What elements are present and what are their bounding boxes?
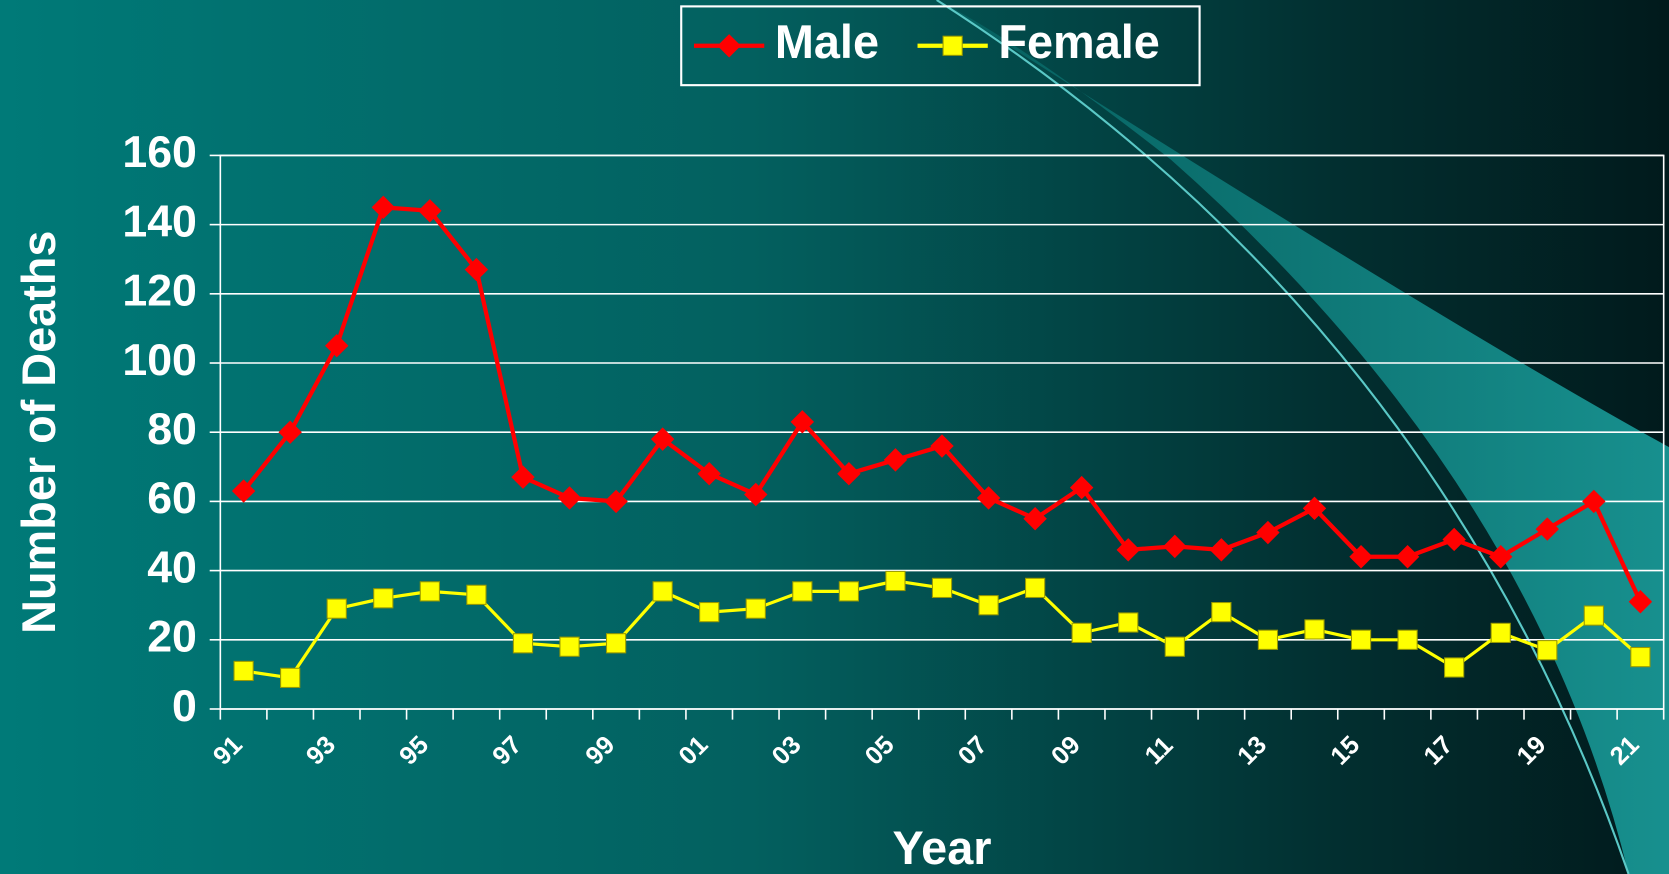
data-point	[325, 334, 349, 358]
data-point	[1025, 577, 1046, 599]
data-point	[931, 577, 953, 599]
data-point	[557, 486, 582, 510]
data-point	[418, 199, 442, 223]
data-point	[1164, 636, 1185, 657]
data-point	[466, 584, 487, 605]
data-point	[1071, 622, 1092, 643]
data-point	[885, 570, 906, 592]
legend-label: Female	[998, 16, 1159, 68]
data-point	[930, 434, 954, 458]
data-point	[1397, 629, 1418, 650]
data-point	[978, 595, 999, 616]
x-axis-label: Year	[893, 822, 992, 874]
y-tick-label: 40	[147, 543, 197, 592]
data-point	[1442, 527, 1466, 552]
data-point	[1118, 612, 1139, 633]
data-point	[371, 195, 396, 220]
data-point	[792, 581, 813, 602]
y-tick-label: 60	[147, 474, 197, 523]
y-tick-label: 140	[122, 197, 197, 246]
data-point	[1489, 545, 1513, 569]
y-tick-label: 120	[122, 267, 197, 316]
data-point	[233, 660, 254, 682]
data-point	[231, 479, 256, 503]
legend-swatch-marker	[942, 35, 963, 56]
y-tick-label: 80	[147, 405, 197, 454]
legend-box	[680, 5, 1201, 87]
data-point	[1535, 517, 1559, 541]
data-point	[512, 633, 534, 654]
data-point	[1350, 629, 1372, 650]
data-point	[280, 667, 301, 688]
y-tick-label: 160	[122, 128, 197, 177]
data-point	[652, 581, 673, 602]
data-point	[1630, 646, 1651, 668]
data-point	[697, 462, 721, 486]
data-point	[373, 588, 394, 609]
y-tick-label: 0	[172, 682, 197, 731]
y-axis-label: Number of Deaths	[13, 231, 65, 634]
data-point	[745, 598, 766, 619]
decor-curve	[936, 0, 1630, 874]
data-point	[1444, 657, 1465, 678]
data-point	[837, 462, 861, 486]
data-point	[1211, 602, 1232, 623]
decor-swoosh	[936, 0, 1669, 874]
data-point	[1537, 640, 1558, 661]
legend-label: Male	[775, 16, 879, 68]
y-tick-label: 20	[147, 613, 197, 662]
data-point	[419, 581, 440, 602]
data-point	[1395, 545, 1420, 569]
data-point	[605, 633, 627, 654]
data-point	[1583, 605, 1604, 626]
data-point	[1304, 619, 1325, 640]
y-tick-label: 100	[122, 336, 197, 385]
data-point	[326, 598, 347, 619]
data-point	[699, 602, 720, 623]
data-point	[1490, 622, 1511, 643]
data-point	[559, 636, 580, 657]
data-point	[838, 581, 859, 602]
legend-swatch-marker	[717, 34, 741, 58]
data-point	[1257, 629, 1279, 650]
